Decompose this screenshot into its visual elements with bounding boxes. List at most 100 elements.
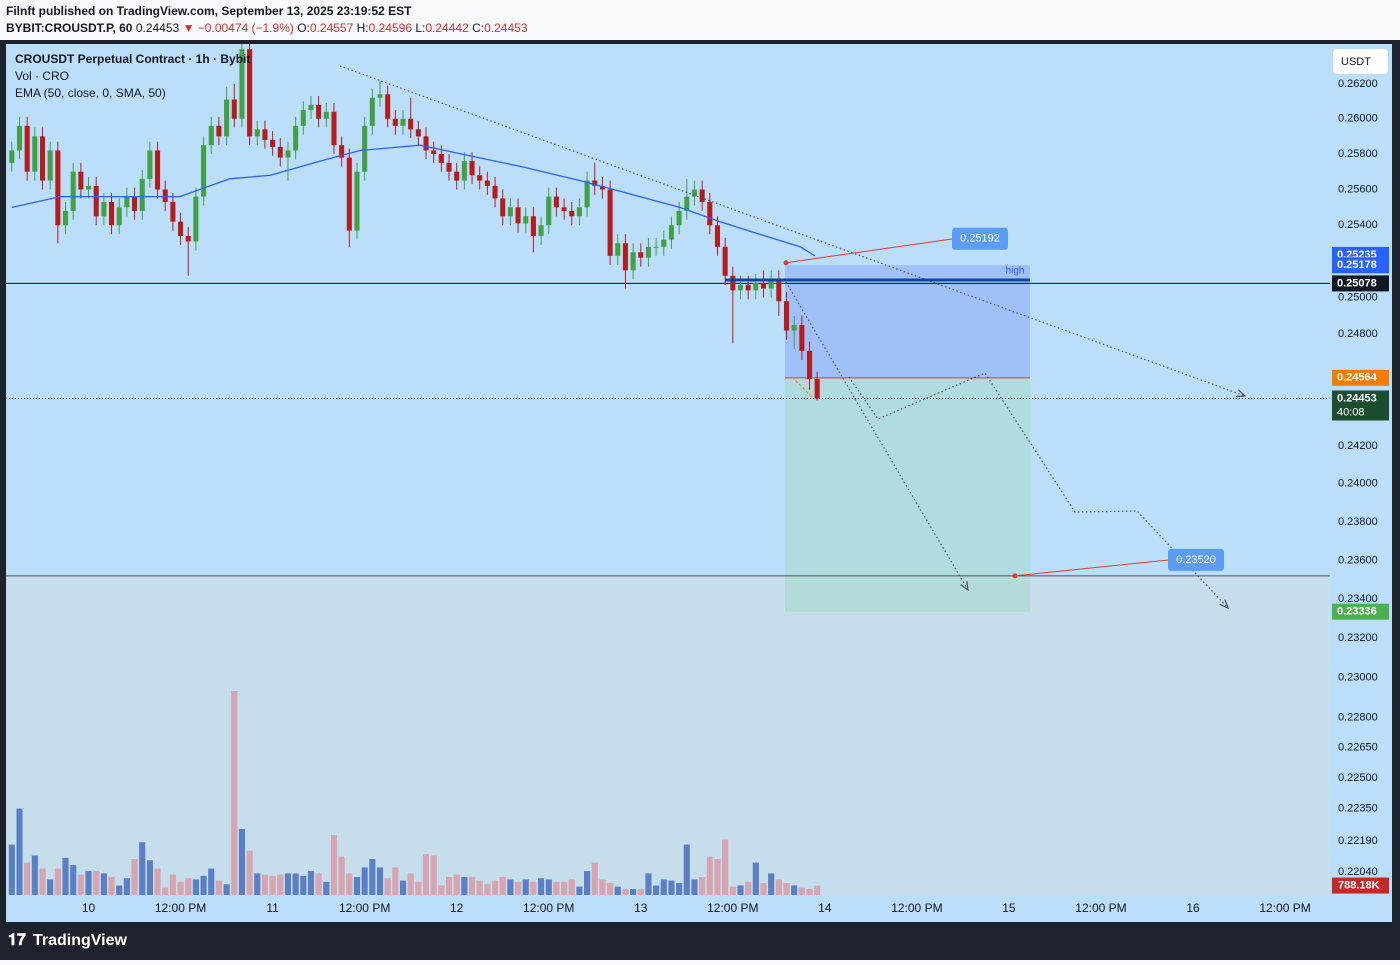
x-tick-label: 12:00 PM [155,901,206,915]
y-tick-label: 0.22650 [1338,742,1378,754]
candle-body [622,243,628,271]
candle-body [730,275,736,291]
volume-bar [783,883,790,895]
candle-body [783,301,790,331]
candle-body [584,180,590,208]
arrow: ▼ [183,21,195,35]
y-tick-label: 0.25800 [1338,148,1378,160]
ohlc-value: 0.24557 [310,21,354,35]
y-tick-label: 0.23000 [1338,672,1378,684]
candle-body [116,207,122,226]
volume-bar [77,874,84,895]
volume-bar [745,881,752,895]
x-tick-label: 14 [818,901,832,915]
y-tick-label: 0.25600 [1338,183,1378,195]
y-tick-label: 0.22350 [1338,802,1378,814]
candle-body [331,111,337,146]
volume-bar [47,879,54,895]
volume-bar [177,881,184,895]
candle-body [500,198,506,217]
volume-bar [231,691,238,895]
candle-body [32,136,38,172]
candle-body [546,196,552,226]
candle-body [293,125,299,151]
volume-bar [185,878,192,895]
price-badge [1332,369,1389,386]
volume-bar [361,867,368,895]
candle-body [139,178,145,211]
candle-body [707,201,713,226]
volume-bar [116,885,123,895]
candle-body [676,210,682,226]
publisher: Filnft published on TradingView.com, Sep… [6,4,412,18]
volume-bar [215,880,222,895]
volume-bar [269,875,276,895]
candle-body [308,104,314,111]
volume-bar [169,874,176,895]
currency-label[interactable]: USDT [1341,56,1371,68]
volume-bar [568,879,575,895]
volume-bar [85,871,92,895]
volume-bar [208,868,215,895]
volume-bar [292,873,299,895]
symbol: BYBIT:CROUSDT.P, 60 [6,21,133,35]
candle-body [216,125,222,137]
ohlc-value: 0.24442 [425,21,469,35]
candle-body [714,225,721,247]
ohlc-value: 0.24453 [484,21,528,35]
volume-bar [438,885,445,895]
y-tick-label: 0.23200 [1338,632,1378,644]
x-tick-label: 12:00 PM [707,901,758,915]
candle-body [392,118,398,126]
volume-bar [737,885,744,895]
x-tick-label: 12:00 PM [1259,901,1310,915]
y-tick-label: 0.25000 [1338,292,1378,304]
x-tick-label: 13 [634,901,648,915]
candle-body [239,49,245,119]
candle-body [806,350,813,380]
ohlc-key: L: [415,21,425,35]
candle-body [553,196,559,208]
volume-bar [223,884,230,895]
price-badge-label: 0.25078 [1337,277,1377,289]
y-tick-label: 0.22500 [1338,772,1378,784]
volume-bar [530,881,537,895]
volume-bar [683,844,690,895]
currency-button[interactable] [1333,49,1388,74]
candle-body [814,379,820,399]
ohlc-key: H: [357,21,369,35]
volume-bar [660,879,667,895]
candle-body [55,150,61,226]
x-tick-label: 16 [1186,901,1200,915]
volume-bar [561,881,568,895]
candle-body [247,49,253,137]
volume-bar [691,879,698,895]
volume-bar [261,874,269,895]
ohlc-key: O: [297,21,310,35]
candle-body [569,210,575,217]
volume-bar [70,865,77,895]
candle-body [423,136,429,151]
volume-bar [591,862,598,895]
candle-body [745,284,751,291]
volume-bar [399,880,407,895]
volume-bar [323,881,330,895]
candle-body [400,118,406,126]
candle-body [300,110,306,126]
candle-body [24,125,30,172]
volume-bar [499,877,506,895]
drawings: high 0.25192 0.23520 [339,65,1245,608]
volume-bar [584,871,591,895]
y-tick-label: 0.26200 [1338,78,1378,90]
volume-bar [537,878,545,895]
volume-badge [1332,877,1389,894]
high-label: high [1006,266,1025,277]
volume-bar [307,871,315,895]
y-tick-label: 0.25400 [1338,219,1378,231]
y-tick-label: 0.26000 [1338,113,1378,125]
volume-bar [254,873,261,895]
callout-label: 0.25192 [960,233,1000,245]
volume-bar [722,839,729,895]
volume-bar [315,873,322,895]
candle-body [70,171,76,211]
